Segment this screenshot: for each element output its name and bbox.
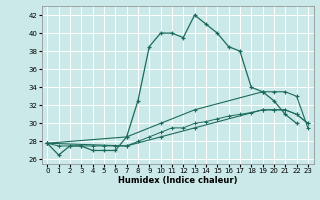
- X-axis label: Humidex (Indice chaleur): Humidex (Indice chaleur): [118, 176, 237, 185]
